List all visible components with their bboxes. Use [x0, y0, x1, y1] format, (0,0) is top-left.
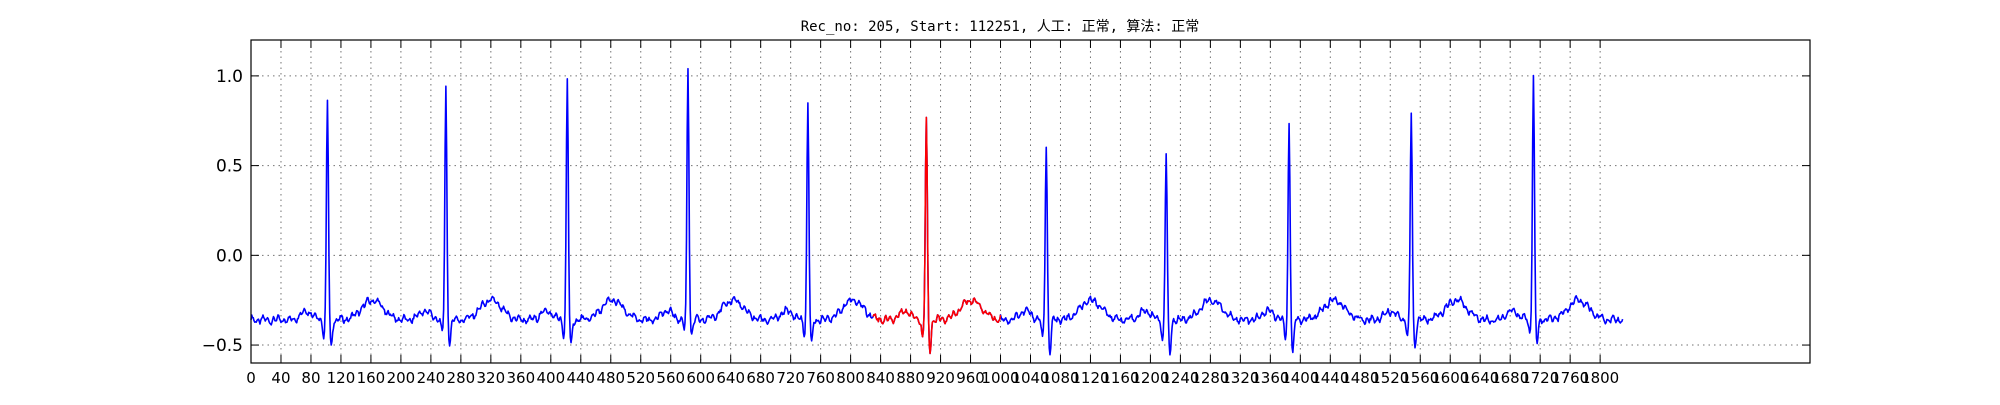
- x-tick-label: 680: [746, 369, 775, 387]
- y-tick-label: 0.5: [216, 157, 243, 177]
- x-tick-label: 520: [626, 369, 655, 387]
- x-tick-label: 960: [956, 369, 985, 387]
- x-tick-label: 1640: [1461, 369, 1499, 387]
- y-tick-label: −0.5: [202, 336, 243, 356]
- ecg-series-line: [250, 67, 1624, 356]
- x-tick-label: 1480: [1341, 369, 1379, 387]
- grid-layer: [250, 40, 1810, 363]
- x-tick-label: 1200: [1131, 369, 1169, 387]
- x-tick-label: 1800: [1581, 369, 1619, 387]
- y-tick-label: 1.0: [216, 67, 243, 87]
- series-layer: [250, 67, 1624, 356]
- x-tick-label: 120: [327, 369, 356, 387]
- x-tick-label: 400: [536, 369, 565, 387]
- x-tick-label: 1680: [1491, 369, 1529, 387]
- x-tick-label: 1160: [1101, 369, 1139, 387]
- x-tick-label: 1080: [1041, 369, 1079, 387]
- x-tick-label: 360: [507, 369, 536, 387]
- x-tick-label: 200: [387, 369, 416, 387]
- chart-title: Rec_no: 205, Start: 112251, 人工: 正常, 算法: …: [800, 19, 1200, 35]
- x-tick-label: 600: [686, 369, 715, 387]
- x-tick-label: 1000: [981, 369, 1019, 387]
- x-tick-label: 840: [866, 369, 895, 387]
- x-tick-label: 800: [836, 369, 865, 387]
- x-tick-label: 40: [271, 369, 290, 387]
- x-tick-label: 320: [477, 369, 506, 387]
- x-tick-label: 1040: [1011, 369, 1049, 387]
- x-tick-label: 920: [926, 369, 955, 387]
- x-tick-label: 1440: [1311, 369, 1349, 387]
- y-tick-label: 0.0: [216, 246, 243, 266]
- x-tick-label: 640: [716, 369, 745, 387]
- x-tick-label: 1520: [1371, 369, 1409, 387]
- x-tick-label: 1120: [1071, 369, 1109, 387]
- x-tick-label: 1560: [1401, 369, 1439, 387]
- x-tick-label: 160: [357, 369, 386, 387]
- x-tick-label: 480: [596, 369, 625, 387]
- x-tick-label: 440: [566, 369, 595, 387]
- x-tick-layer: 0 40 80 120 160 200 240 280 320 360 400 440 480 520 56…: [246, 40, 1619, 387]
- x-tick-label: 1360: [1251, 369, 1289, 387]
- x-tick-label: 1320: [1221, 369, 1259, 387]
- x-tick-label: 880: [896, 369, 925, 387]
- x-tick-label: 0: [246, 369, 256, 387]
- x-tick-label: 1720: [1521, 369, 1559, 387]
- x-tick-label: 760: [806, 369, 835, 387]
- x-tick-label: 720: [776, 369, 805, 387]
- x-tick-label: 1280: [1191, 369, 1229, 387]
- x-tick-label: 1240: [1161, 369, 1199, 387]
- x-tick-label: 1600: [1431, 369, 1469, 387]
- x-tick-label: 80: [301, 369, 320, 387]
- highlighted-beat-line: [872, 116, 1002, 355]
- x-tick-label: 240: [417, 369, 446, 387]
- x-tick-label: 560: [656, 369, 685, 387]
- x-tick-label: 1760: [1551, 369, 1589, 387]
- x-tick-label: 280: [447, 369, 476, 387]
- x-tick-label: 1400: [1281, 369, 1319, 387]
- y-tick-layer: −0.5 0.0 0.5 1.0: [202, 67, 1810, 356]
